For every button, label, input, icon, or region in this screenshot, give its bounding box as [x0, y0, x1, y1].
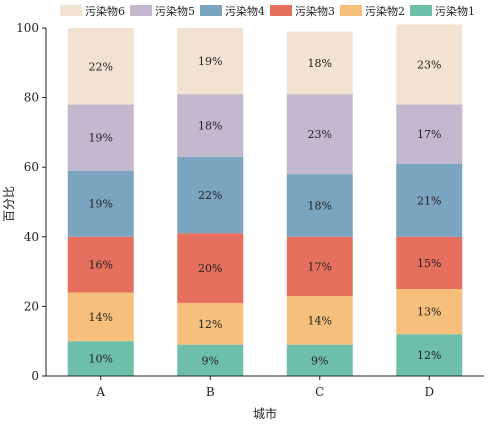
x-axis-title: 城市 [253, 406, 277, 421]
y-axis-title: 百分比 [2, 186, 16, 222]
legend-swatch-污染物2 [340, 5, 362, 16]
legend-label-污染物1: 污染物1 [435, 4, 475, 18]
legend-label-污染物4: 污染物4 [225, 4, 265, 18]
legend: 污染物6 污染物5 污染物4 污染物3 污染物2 污染物1 [60, 4, 475, 18]
bar-segment-B-污染物5 [177, 94, 244, 157]
data-label-D-污染物6: 23% [417, 59, 441, 72]
bar-segment-D-污染物5 [396, 104, 463, 164]
data-label-C-污染物5: 23% [308, 128, 332, 141]
bar-segment-A-污染物3 [67, 236, 134, 293]
y-tick-label-40: 40 [24, 230, 39, 244]
data-label-C-污染物4: 18% [308, 199, 332, 212]
bar-segment-B-污染物1 [177, 344, 244, 376]
data-label-D-污染物5: 17% [417, 128, 441, 141]
data-label-B-污染物1: 9% [202, 354, 219, 367]
bar-segment-B-污染物6 [177, 28, 244, 95]
bar-segment-A-污染物2 [67, 292, 134, 342]
bar-segment-D-污染物1 [396, 334, 463, 376]
bar-segment-B-污染物3 [177, 233, 244, 303]
data-label-D-污染物2: 13% [417, 306, 441, 319]
data-label-B-污染物3: 20% [198, 262, 222, 275]
data-label-A-污染物1: 10% [89, 353, 113, 366]
data-label-A-污染物4: 19% [89, 198, 113, 211]
data-label-A-污染物6: 22% [89, 60, 113, 73]
legend-swatch-污染物1 [410, 5, 432, 16]
bar-segment-B-污染物4 [177, 156, 244, 234]
y-tick-label-0: 0 [31, 369, 39, 383]
bar-segment-D-污染物4 [396, 163, 463, 237]
data-label-D-污染物1: 12% [417, 349, 441, 362]
legend-swatch-污染物6 [60, 5, 82, 16]
data-label-B-污染物6: 19% [198, 55, 222, 68]
axes: 百分比 城市 0 20 40 60 80 100 A B C D [2, 21, 484, 421]
bar-segment-C-污染物2 [286, 295, 353, 345]
y-tick-label-20: 20 [24, 299, 39, 313]
bar-segment-D-污染物6 [396, 24, 463, 105]
data-label-C-污染物2: 14% [308, 314, 332, 327]
bar-segment-C-污染物4 [286, 174, 353, 237]
data-label-A-污染物5: 19% [89, 132, 113, 145]
bar-segment-A-污染物6 [67, 28, 134, 105]
legend-swatch-污染物5 [130, 5, 152, 16]
legend-label-污染物6: 污染物6 [85, 4, 125, 18]
legend-label-污染物2: 污染物2 [365, 4, 405, 18]
data-label-C-污染物3: 17% [308, 260, 332, 273]
bar-segment-D-污染物3 [396, 236, 463, 289]
data-label-B-污染物4: 22% [198, 189, 222, 202]
data-label-A-污染物2: 14% [89, 311, 113, 324]
data-label-C-污染物6: 18% [308, 57, 332, 70]
x-tick-label-D: D [424, 385, 434, 399]
x-tick-label-A: A [95, 385, 105, 399]
bar-segment-C-污染物5 [286, 94, 353, 175]
x-tick-label-B: B [206, 385, 215, 399]
legend-swatch-污染物3 [270, 5, 292, 16]
y-tick-label-80: 80 [24, 91, 39, 105]
bar-segment-A-污染物5 [67, 104, 134, 171]
data-label-D-污染物3: 15% [417, 257, 441, 270]
bar-segment-B-污染物2 [177, 302, 244, 345]
bar-segment-D-污染物2 [396, 289, 463, 335]
legend-swatch-污染物4 [200, 5, 222, 16]
bar-segment-C-污染物1 [286, 344, 353, 376]
y-tick-label-60: 60 [24, 160, 39, 174]
bars: 10% 14% 16% 19% 19% 22% 9% 12% 20% 22% 18% 19% 9% 14%… [67, 24, 463, 376]
bar-segment-C-污染物6 [286, 31, 353, 95]
data-label-C-污染物1: 9% [311, 354, 328, 367]
x-tick-label-C: C [315, 385, 324, 399]
bar-segment-A-污染物1 [67, 341, 134, 376]
y-tick-label-100: 100 [16, 21, 39, 35]
data-label-B-污染物2: 12% [198, 318, 222, 331]
bar-segment-A-污染物4 [67, 170, 134, 237]
bar-segment-C-污染物3 [286, 236, 353, 296]
legend-label-污染物5: 污染物5 [155, 4, 195, 18]
data-label-A-污染物3: 16% [89, 259, 113, 272]
data-label-D-污染物4: 21% [417, 194, 441, 207]
legend-label-污染物3: 污染物3 [295, 4, 335, 18]
data-label-B-污染物5: 18% [198, 119, 222, 132]
